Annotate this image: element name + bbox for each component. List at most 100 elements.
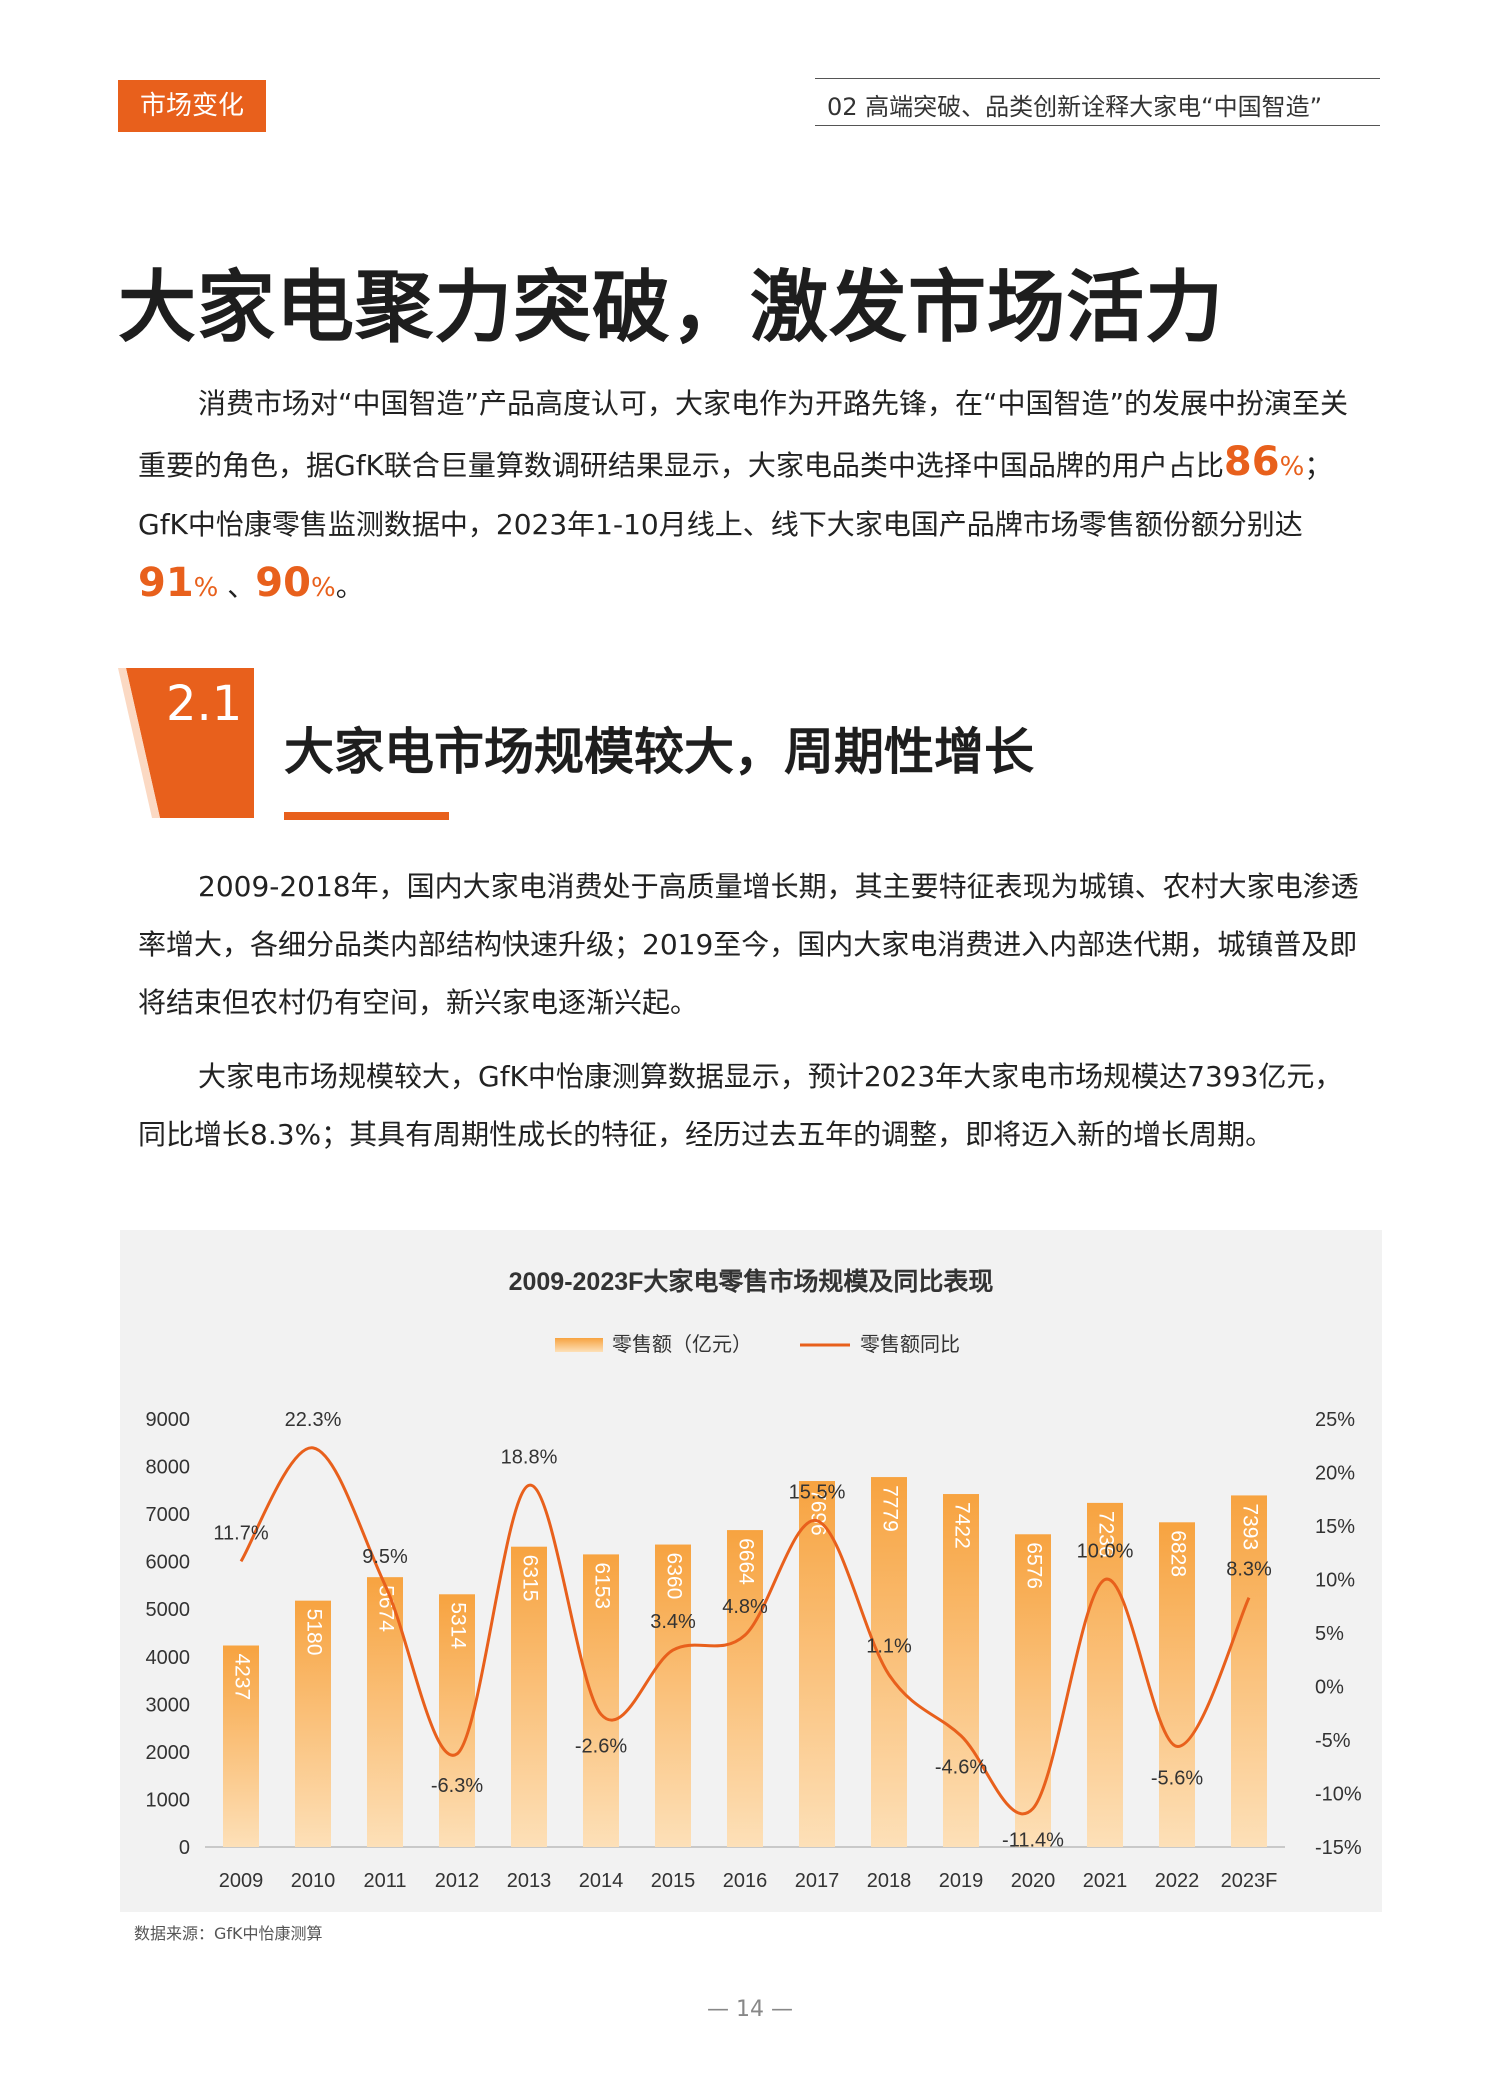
bar-2010 — [295, 1600, 331, 1847]
yoy-label: -4.6% — [935, 1757, 987, 1779]
bar-2016 — [727, 1530, 763, 1847]
right-axis-tick: 15% — [1315, 1516, 1355, 1538]
left-axis-tick: 2000 — [146, 1742, 191, 1764]
bar-value-label: 6360 — [662, 1553, 685, 1600]
left-axis-tick: 3000 — [146, 1694, 191, 1716]
bar-2022 — [1159, 1522, 1195, 1847]
x-axis-tick: 2019 — [939, 1870, 984, 1892]
yoy-label: 18.8% — [501, 1446, 558, 1468]
x-axis-tick: 2009 — [219, 1870, 264, 1892]
x-axis-tick: 2017 — [795, 1870, 840, 1892]
bar-value-label: 7236 — [1094, 1511, 1117, 1558]
bar-2009 — [223, 1645, 259, 1847]
x-axis-tick: 2023F — [1221, 1870, 1278, 1892]
page-title: 大家电聚力突破，激发市场活力 — [118, 263, 1225, 353]
yoy-label: 10.0% — [1077, 1541, 1134, 1563]
bar-value-label: 6153 — [590, 1562, 613, 1609]
intro-text-2: ；GfK中怡康零售监测数据中，2023年1-10月线上、线下大家电国产品牌市场零… — [138, 449, 1333, 541]
chart-title: 2009-2023F大家电零售市场规模及同比表现 — [509, 1267, 994, 1296]
right-axis-tick: 0% — [1315, 1677, 1344, 1699]
bar-value-label: 6828 — [1166, 1530, 1189, 1577]
yoy-growth-line — [239, 1446, 1251, 1816]
yoy-label: -2.6% — [575, 1735, 627, 1757]
right-axis-tick: 10% — [1315, 1570, 1355, 1592]
bar-2012 — [439, 1594, 475, 1847]
chart-container: 2009-2023F大家电零售市场规模及同比表现零售额（亿元） 零售额同比 0 100… — [120, 1230, 1382, 1912]
right-axis-tick: 25% — [1315, 1409, 1355, 1431]
intro-paragraph: 消费市场对“中国智造”产品高度认可，大家电作为开路先锋，在“中国智造”的发展中扮… — [138, 375, 1370, 617]
x-axis-tick: 2016 — [723, 1870, 768, 1892]
intro-text-4: 。 — [335, 570, 364, 603]
x-axis-tick: 2018 — [867, 1870, 912, 1892]
left-axis-tick: 5000 — [146, 1599, 191, 1621]
bar-value-label: 6315 — [518, 1555, 541, 1602]
left-axis-tick: 4000 — [146, 1647, 191, 1669]
bar-value-label: 5674 — [374, 1585, 397, 1632]
paragraph-2-text: 2009-2018年，国内大家电消费处于高质量增长期，其主要特征表现为城镇、农村… — [138, 870, 1359, 1019]
yoy-label: 3.4% — [650, 1611, 696, 1633]
x-axis-tick: 2012 — [435, 1870, 480, 1892]
right-axis-tick: -15% — [1315, 1837, 1362, 1859]
left-axis-tick: 1000 — [146, 1789, 191, 1811]
yoy-label: 1.1% — [866, 1636, 912, 1658]
bar-value-label: 5314 — [446, 1602, 469, 1649]
x-axis-tick: 2013 — [507, 1870, 552, 1892]
bar-value-label: 6576 — [1022, 1542, 1045, 1589]
x-axis-tick: 2014 — [579, 1870, 624, 1892]
yoy-label: 22.3% — [285, 1409, 342, 1431]
yoy-label: -6.3% — [431, 1775, 483, 1797]
section-number: 2.1 — [166, 676, 243, 732]
yoy-label: 15.5% — [789, 1482, 846, 1504]
bar-value-label: 6664 — [734, 1538, 757, 1585]
percent-sign-1: % — [1279, 452, 1305, 482]
x-axis-tick: 2021 — [1083, 1870, 1128, 1892]
yoy-label: -11.4% — [1002, 1829, 1064, 1851]
bar-2023F — [1231, 1495, 1267, 1847]
highlight-91: 91 — [138, 560, 194, 606]
section-badge-shape — [118, 668, 254, 818]
section-title: 大家电市场规模较大，周期性增长 — [284, 723, 1034, 781]
bar-2017 — [799, 1481, 835, 1847]
bar-2018 — [871, 1477, 907, 1847]
legend-bar-label: 零售额（亿元） — [612, 1333, 752, 1356]
right-axis-tick: -5% — [1315, 1730, 1351, 1752]
right-axis-tick: 5% — [1315, 1623, 1344, 1645]
chapter-title: 02 高端突破、品类创新诠释大家电“中国智造” — [827, 93, 1323, 121]
bar-2020 — [1015, 1534, 1051, 1847]
bar-2014 — [583, 1554, 619, 1847]
x-axis-tick: 2015 — [651, 1870, 696, 1892]
intro-text-3: 、 — [218, 570, 256, 603]
highlight-90: 90 — [255, 560, 311, 606]
yoy-label: -5.6% — [1151, 1767, 1203, 1789]
intro-text-1: 消费市场对“中国智造”产品高度认可，大家电作为开路先锋，在“中国智造”的发展中扮… — [138, 387, 1349, 482]
yoy-label: 8.3% — [1226, 1559, 1272, 1581]
section-underline — [284, 812, 449, 820]
left-axis-tick: 7000 — [146, 1504, 191, 1526]
bar-2015 — [655, 1544, 691, 1847]
paragraph-2: 2009-2018年，国内大家电消费处于高质量增长期，其主要特征表现为城镇、农村… — [138, 858, 1370, 1032]
x-axis-tick: 2010 — [291, 1870, 336, 1892]
right-axis-tick: -10% — [1315, 1784, 1362, 1806]
legend-line-label: 零售额同比 — [860, 1333, 960, 1356]
page-number: — 14 — — [707, 1997, 793, 2022]
bar-2021 — [1087, 1502, 1123, 1847]
bar-value-label: 4237 — [230, 1654, 253, 1701]
highlight-86: 86 — [1223, 439, 1280, 485]
percent-sign-3: % — [310, 573, 336, 603]
yoy-label: 9.5% — [362, 1546, 408, 1568]
section-tag: 市场变化 — [118, 80, 266, 132]
yoy-label: 4.8% — [722, 1596, 768, 1618]
paragraph-3: 大家电市场规模较大，GfK中怡康测算数据显示，预计2023年大家电市场规模达73… — [138, 1048, 1370, 1164]
bar-value-label: 7779 — [878, 1485, 901, 1532]
data-source-note: 数据来源：GfK中怡康测算 — [134, 1924, 323, 1943]
bar-value-label: 7393 — [1238, 1503, 1261, 1550]
left-axis-tick: 0 — [179, 1837, 190, 1859]
bar-2011 — [367, 1577, 403, 1847]
bar-2019 — [943, 1494, 979, 1847]
x-axis-tick: 2020 — [1011, 1870, 1056, 1892]
left-axis-tick: 6000 — [146, 1552, 191, 1574]
legend-bar-swatch — [555, 1338, 603, 1352]
yoy-label: 11.7% — [213, 1522, 268, 1544]
left-axis-tick: 8000 — [146, 1457, 191, 1479]
